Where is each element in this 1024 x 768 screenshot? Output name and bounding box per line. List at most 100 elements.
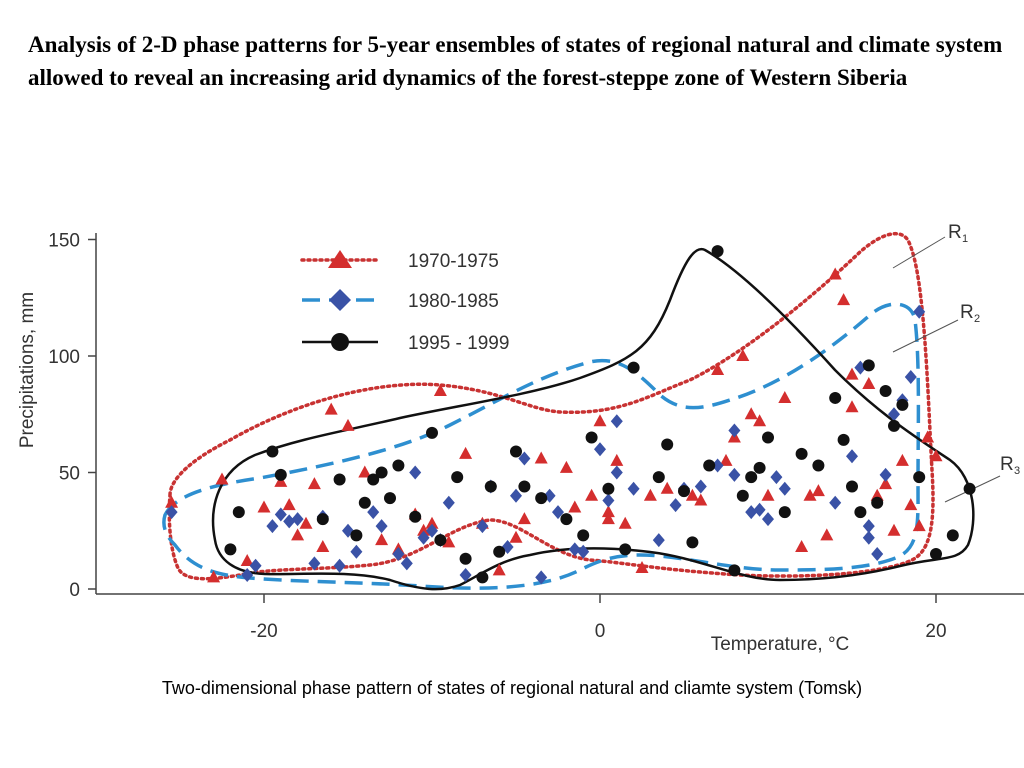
point-1995-1999 [358,496,371,509]
point-1970-1975 [459,446,473,459]
point-1980-1985 [577,544,590,559]
point-1970-1975 [291,528,305,541]
x-tick-label: 0 [595,621,606,642]
point-1995-1999 [913,471,926,484]
point-1970-1975 [207,570,221,583]
slide-title: Analysis of 2-D phase patterns for 5-yea… [28,32,1003,90]
point-1995-1999 [476,571,489,584]
point-1980-1985 [728,423,741,438]
point-1995-1999 [535,492,548,505]
point-1970-1975 [635,561,649,574]
point-1980-1985 [602,493,615,508]
point-1980-1985 [350,544,363,559]
point-1995-1999 [426,426,438,439]
legend-label-1970-1975: 1970-1975 [408,251,499,272]
point-1970-1975 [316,540,330,553]
point-1995-1999 [560,513,573,526]
point-1995-1999 [703,459,716,472]
point-1970-1975 [601,512,615,525]
point-1970-1975 [433,383,447,396]
point-1970-1975 [719,453,733,466]
point-1980-1985 [829,495,842,510]
contour-1970-1975 [167,231,935,581]
region-label-r1: R 1 [892,222,968,269]
point-1970-1975 [887,523,901,536]
legend-marker-1980-1985 [329,289,351,311]
point-1980-1985 [610,465,623,480]
point-1980-1985 [871,547,884,562]
point-1970-1975 [862,376,876,389]
region-r3-sub: 3 [1014,465,1020,477]
point-1970-1975 [425,516,439,529]
point-1980-1985 [594,442,606,457]
point-1980-1985 [745,505,758,520]
point-1970-1975 [375,533,389,546]
point-1995-1999 [795,447,808,460]
scatter-points [165,245,976,585]
point-1980-1985 [241,568,254,583]
x-tick-label: -20 [250,621,277,642]
point-1995-1999 [652,471,665,484]
point-1970-1975 [694,493,708,506]
point-1980-1985 [610,414,623,429]
point-1970-1975 [736,349,750,361]
point-1970-1975 [929,449,943,462]
contour-1980-1985 [162,302,921,590]
point-1970-1975 [324,402,338,415]
point-1995-1999 [434,534,447,547]
point-1995-1999 [577,529,590,542]
point-1995-1999 [879,384,892,397]
point-1970-1975 [593,414,607,427]
point-1970-1975 [517,512,531,525]
point-1995-1999 [585,431,598,444]
point-1995-1999 [459,552,472,565]
legend-item-1980-1985: 1980-1985 [302,289,499,312]
point-1970-1975 [837,293,851,306]
point-1995-1999 [510,445,522,458]
point-1970-1975 [215,472,229,485]
point-1970-1975 [341,418,355,431]
point-1980-1985 [770,470,783,485]
point-1995-1999 [375,466,388,479]
point-1970-1975 [643,488,657,501]
point-1995-1999 [409,510,422,523]
point-1995-1999 [846,480,858,493]
point-1980-1985 [249,558,262,573]
point-1995-1999 [896,398,909,411]
phase-pattern-chart: 0 50 100 150 -20 0 20 Precipitations, mm Tempe… [17,222,1024,655]
legend-label-1995-1999: 1995 - 1999 [408,333,509,354]
point-1995-1999 [762,431,774,444]
point-1970-1975 [307,477,321,490]
point-1970-1975 [240,554,254,567]
y-tick-label: 150 [48,231,80,252]
point-1995-1999 [384,492,396,505]
point-1995-1999 [854,506,867,519]
point-1980-1985 [762,512,774,527]
region-r2-sub: 2 [974,313,980,325]
point-1995-1999 [736,489,749,502]
point-1970-1975 [610,453,624,466]
point-1995-1999 [274,468,287,481]
point-1995-1999 [745,471,758,484]
point-1980-1985 [333,558,346,573]
point-1995-1999 [266,445,279,458]
point-1980-1985 [400,556,413,571]
point-1995-1999 [232,506,245,519]
point-1980-1985 [728,467,741,482]
y-tick-label: 0 [69,580,80,601]
point-1980-1985 [367,505,380,520]
point-1995-1999 [367,473,380,486]
point-1980-1985 [846,449,858,464]
point-1995-1999 [484,480,497,493]
point-1995-1999 [829,391,842,404]
legend-marker-1995-1999 [331,333,349,351]
point-1995-1999 [518,480,531,493]
point-1980-1985 [694,479,707,494]
point-1970-1975 [811,484,825,497]
legend-label-1980-1985: 1980-1985 [408,291,499,312]
axis-ticks: 0 50 100 150 -20 0 20 [48,231,946,643]
point-1980-1985 [904,369,917,384]
point-1970-1975 [660,481,674,494]
point-1970-1975 [442,535,456,548]
point-1970-1975 [299,516,313,529]
